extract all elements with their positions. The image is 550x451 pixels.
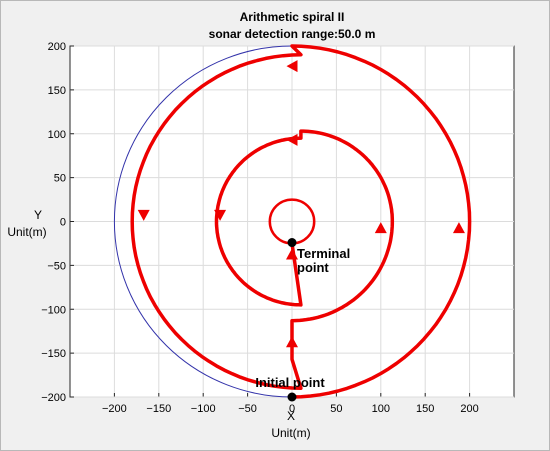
y-axis-label: Y [34,208,42,222]
x-tick-label: −200 [102,403,127,415]
direction-arrow [286,60,298,73]
x-tick-label: 50 [330,403,342,415]
x-tick-label: −50 [238,403,257,415]
direction-arrow [286,336,298,348]
chart-title: Arithmetic spiral II [240,10,345,24]
y-tick-label: 200 [48,41,66,53]
initial-point-marker [287,392,297,402]
y-tick-label: 100 [48,129,66,141]
direction-arrow [286,133,298,146]
y-tick-label: −50 [47,260,66,272]
direction-arrow [214,209,227,221]
terminal-point-marker [287,238,297,248]
y-tick-label: −200 [41,392,66,404]
x-axis-label: X [287,409,295,423]
x-tick-label: −100 [191,403,216,415]
x-tick-label: 150 [416,403,434,415]
terminal-point-label-line2: point [297,260,329,275]
x-tick-label: 0 [289,403,295,415]
direction-arrow [137,209,150,221]
y-tick-label: 150 [48,85,66,97]
chart-subtitle: sonar detection range:50.0 m [209,27,376,41]
y-tick-label: −150 [41,348,66,360]
direction-arrow [286,248,298,260]
y-tick-label: −100 [41,304,66,316]
initial-point-label: Initial point [255,375,325,390]
x-tick-label: −150 [146,403,171,415]
x-axis-unit: Unit(m) [271,426,310,440]
x-tick-label: 100 [372,403,390,415]
y-tick-label: 50 [54,173,66,185]
y-axis-unit: Unit(m) [7,225,46,239]
terminal-point-label-line1: Terminal [297,246,350,261]
spiral-path [130,44,472,399]
direction-arrow [452,222,465,234]
y-tick-label: 0 [60,217,66,229]
tick-labels: −200 −150 −100 −50 0 50 100 150 200 −200 −150 −100 −… [41,41,479,415]
direction-arrow [374,222,387,234]
x-tick-label: 200 [460,403,478,415]
marker-layer [287,238,297,402]
